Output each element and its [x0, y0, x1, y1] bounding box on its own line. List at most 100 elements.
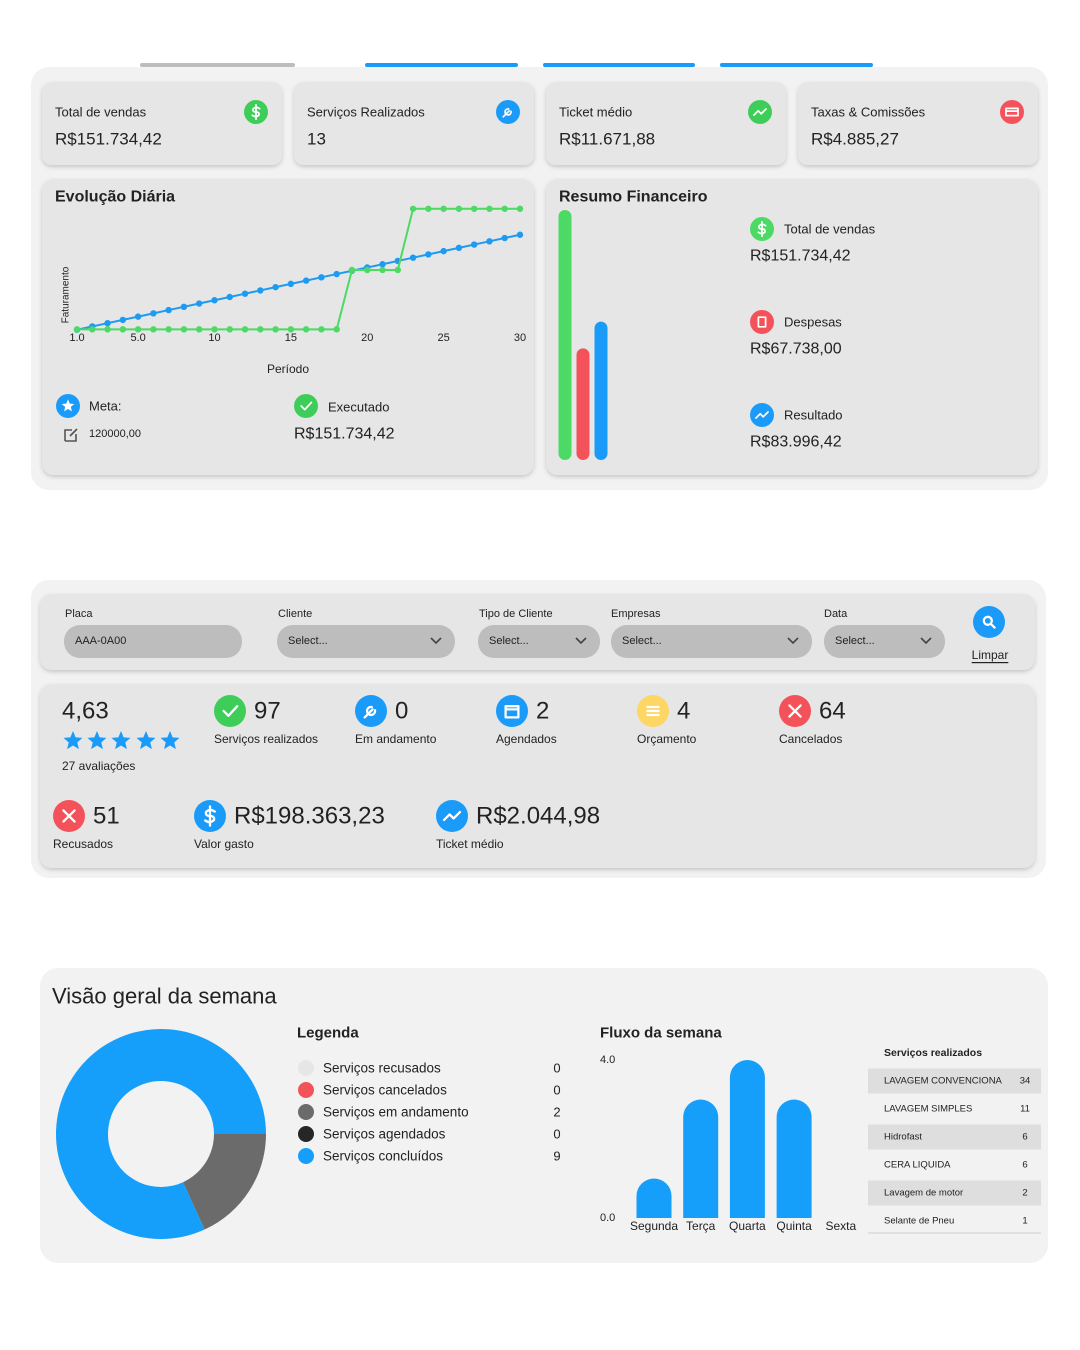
stat-label: Serviços realizados: [214, 732, 318, 746]
input[interactable]: [611, 625, 812, 658]
stat-label: Agendados: [496, 732, 557, 746]
point: [196, 326, 203, 333]
legend-dot: [298, 1060, 314, 1076]
point: [73, 326, 81, 333]
stat-value: 97: [254, 698, 281, 725]
stat-label: Valor gasto: [194, 837, 254, 851]
icon-glyph: [504, 705, 520, 719]
point: [318, 326, 325, 333]
table-row: [868, 1208, 1041, 1234]
icon-glyph: [1005, 107, 1019, 117]
x-tick-label: 25: [437, 332, 449, 344]
icon: [973, 606, 1005, 638]
kpi-value: R$4.885,27: [811, 130, 899, 149]
executed-label: Executado: [328, 400, 389, 415]
y-axis-label: Faturamento: [61, 266, 72, 323]
point: [516, 231, 524, 238]
y-tick-label: 4.0: [600, 1054, 615, 1066]
table-cell: 6: [1022, 1132, 1027, 1143]
legend-label: Serviços cancelados: [323, 1083, 447, 1098]
point: [211, 326, 218, 333]
table-cell: 11: [1020, 1104, 1030, 1115]
table-row: [868, 1152, 1041, 1178]
icon: [1000, 100, 1024, 124]
placeholder: Select...: [288, 635, 328, 647]
icon-glyph: [300, 401, 313, 411]
kpi-card: [798, 82, 1038, 165]
stat-label: Recusados: [53, 837, 113, 851]
x-tick-label: Segunda: [630, 1219, 678, 1233]
point: [470, 205, 478, 212]
x-tick-label: 10: [208, 332, 220, 344]
bar: [683, 1099, 719, 1218]
table-cell: 1: [1022, 1216, 1027, 1227]
point: [318, 274, 325, 281]
point: [486, 205, 493, 212]
point: [226, 293, 233, 301]
card: [546, 179, 1038, 475]
field-label: Data: [824, 608, 848, 620]
point: [241, 326, 249, 333]
summary-label: Despesas: [784, 315, 842, 330]
x-tick-label: 5.0: [130, 332, 145, 344]
x-tick-label: Quarta: [729, 1219, 766, 1233]
point: [425, 251, 432, 258]
point: [180, 303, 188, 310]
stat-value: R$198.363,23: [234, 803, 385, 830]
icon-glyph: [62, 809, 76, 823]
point: [257, 287, 264, 294]
star: [63, 731, 83, 750]
icon-glyph: [502, 108, 512, 118]
point: [134, 326, 142, 333]
bar: [576, 348, 590, 460]
x-tick-label: 20: [361, 332, 373, 344]
point: [486, 238, 493, 245]
tab-edge: [140, 63, 295, 67]
donut-slice: [56, 1029, 266, 1239]
legend-value: 9: [553, 1149, 560, 1164]
star: [61, 399, 75, 412]
table-row: [868, 1096, 1041, 1122]
field-label: Empresas: [611, 608, 661, 620]
point: [379, 266, 386, 274]
table-cell: LAVAGEM CONVENCIONA: [884, 1076, 1003, 1087]
point: [470, 241, 478, 248]
table-cell: Selante de Pneu: [884, 1216, 954, 1227]
bar: [776, 1099, 812, 1218]
field-label: Placa: [65, 608, 93, 620]
stat-label: Ticket médio: [436, 837, 504, 851]
table-cell: CERA LIQUIDA: [884, 1160, 951, 1171]
table-cell: 34: [1020, 1076, 1031, 1087]
legend-value: 0: [553, 1127, 560, 1142]
chevron: [920, 637, 932, 645]
clear-button[interactable]: Limpar: [972, 648, 1009, 662]
point: [272, 326, 279, 333]
edit-icon: [64, 428, 78, 442]
x-tick-label: Sexta: [825, 1219, 856, 1233]
table-cell: LAVAGEM SIMPLES: [884, 1104, 972, 1115]
point: [440, 205, 447, 212]
table-title: Serviços realizados: [884, 1047, 982, 1059]
section-title: Visão geral da semana: [52, 984, 277, 1009]
point: [455, 205, 463, 212]
input[interactable]: [824, 625, 945, 658]
legend-label: Serviços agendados: [323, 1127, 446, 1142]
field-label: Cliente: [278, 608, 312, 620]
input[interactable]: [277, 625, 455, 658]
point: [165, 326, 172, 333]
summary-value: R$83.996,42: [750, 434, 842, 451]
stat-value: 51: [93, 803, 120, 830]
icon-glyph: [442, 810, 462, 822]
meta-value[interactable]: 120000,00: [89, 428, 141, 440]
stat-value: 4: [677, 698, 690, 725]
x-axis-label: Período: [267, 362, 309, 376]
icon: [294, 394, 318, 418]
input[interactable]: [478, 625, 600, 658]
legend-value: 0: [553, 1083, 560, 1098]
x-tick-label: Quinta: [776, 1219, 812, 1233]
chevron: [787, 637, 799, 645]
input[interactable]: [64, 625, 242, 658]
stat-value: 64: [819, 698, 846, 725]
legend-dot: [298, 1126, 314, 1142]
